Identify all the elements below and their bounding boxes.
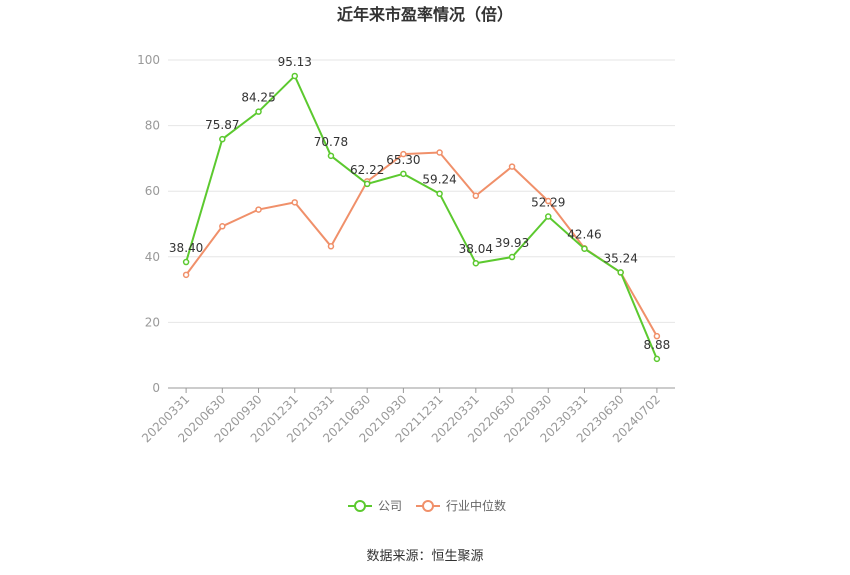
data-label: 65.30: [386, 153, 420, 167]
legend-label: 行业中位数: [446, 498, 506, 513]
data-point: [472, 259, 480, 267]
data-point: [363, 180, 371, 188]
data-point: [400, 170, 407, 178]
chart-title: 近年来市盈率情况（倍）: [337, 5, 513, 24]
x-axis: 2020033120200630202009302020123120210331…: [139, 387, 675, 445]
data-point: [327, 243, 335, 250]
y-tick-label: 80: [145, 119, 160, 133]
data-label: 38.40: [169, 241, 203, 255]
data-point: [472, 192, 480, 200]
data-point: [219, 223, 226, 230]
data-label: 39.93: [495, 236, 529, 250]
data-point: [182, 258, 190, 266]
y-tick-label: 40: [145, 250, 160, 264]
data-label: 70.78: [314, 135, 348, 149]
data-label: 52.29: [531, 195, 565, 209]
legend-marker: [354, 500, 366, 512]
legend-item-industry-median[interactable]: 行业中位数: [416, 498, 506, 513]
data-point: [182, 271, 190, 279]
data-point: [219, 135, 226, 143]
data-point: [291, 199, 298, 206]
y-tick-label: 100: [137, 53, 160, 67]
data-point: [508, 163, 516, 170]
data-point: [400, 150, 407, 158]
data-point: [436, 149, 443, 156]
data-point: [581, 245, 588, 252]
y-tick-label: 20: [145, 315, 160, 329]
data-point: [436, 190, 443, 197]
data-point: [653, 355, 661, 363]
series-line: [185, 151, 658, 337]
data-point: [255, 206, 262, 213]
grid-lines: [168, 59, 675, 323]
data-point: [545, 197, 552, 205]
series-industry-median: [182, 149, 661, 340]
legend-label: 公司: [378, 499, 402, 513]
y-axis: 0 20 40 60 80 100: [137, 53, 160, 395]
data-label: 8.88: [644, 338, 671, 352]
data-label: 38.04: [459, 242, 493, 256]
data-point: [617, 269, 624, 276]
data-label: 35.24: [603, 251, 637, 265]
series-line: [185, 74, 658, 360]
legend: 公司 行业中位数: [348, 498, 506, 513]
y-tick-label: 60: [145, 184, 160, 198]
data-label: 95.13: [278, 55, 312, 69]
data-label: 42.46: [567, 228, 601, 242]
data-point: [291, 72, 298, 80]
data-label: 75.87: [205, 118, 239, 132]
source-text: 数据来源：恒生聚源: [366, 549, 483, 564]
data-label: 84.25: [241, 91, 275, 105]
data-label: 62.22: [350, 163, 384, 177]
data-point: [327, 152, 335, 160]
data-label: 59.24: [422, 173, 456, 187]
data-point: [545, 213, 552, 220]
legend-item-company[interactable]: 公司: [348, 499, 402, 513]
y-tick-label: 0: [152, 381, 160, 395]
series-company: [182, 72, 661, 363]
legend-marker: [422, 500, 434, 512]
data-point: [255, 108, 262, 115]
data-point: [508, 253, 516, 261]
data-point: [653, 332, 661, 340]
